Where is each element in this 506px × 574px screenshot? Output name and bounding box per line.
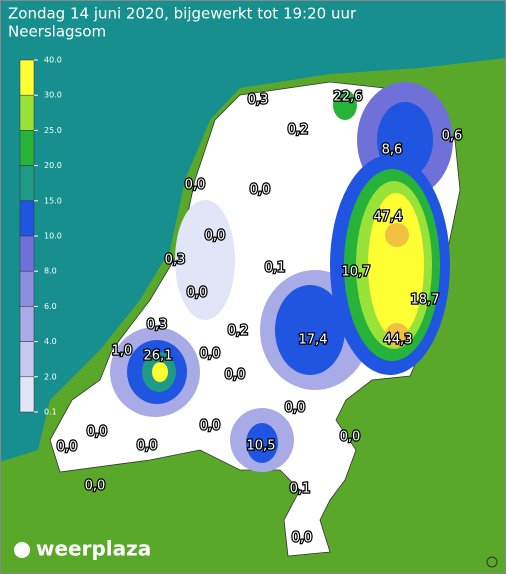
rain-label: 0,0 [340, 430, 361, 445]
legend-swatch [19, 130, 35, 166]
legend-swatch [19, 341, 35, 378]
rain-label: 0,2 [288, 123, 309, 138]
rain-label: 22,6 [334, 90, 363, 105]
rain-label: 1,0 [112, 344, 133, 359]
legend-swatch [19, 165, 35, 202]
legend-label: 40.0 [44, 56, 62, 65]
rain-label: 10,5 [247, 439, 276, 454]
rain-label: 0,0 [85, 479, 106, 494]
rain-label: 0,0 [185, 178, 206, 193]
contour [175, 200, 235, 320]
legend-label: 20.0 [44, 161, 62, 170]
legend-swatch [19, 306, 35, 342]
sea [0, 0, 506, 462]
map-labels: 0,3 22,6 0,2 0,6 8,6 0,0 0,0 47,4 0,0 0,3 0,1 10,7 0… [55, 88, 463, 547]
contour [275, 285, 345, 375]
legend-swatch [19, 200, 35, 237]
rain-label: 0,0 [57, 440, 78, 455]
rain-label: 10,7 [342, 265, 371, 280]
legend-swatch [19, 376, 35, 413]
rain-label: 0,0 [187, 286, 208, 301]
legend-swatch [19, 59, 35, 96]
rain-label: 44,3 [384, 333, 413, 348]
rain-label: 0,0 [200, 347, 221, 362]
rain-label: 0,1 [265, 261, 286, 276]
rain-label: 17,4 [299, 333, 328, 348]
rain-label: 0,0 [225, 368, 246, 383]
legend-label: 2.0 [44, 372, 57, 381]
subtitle: Neerslagsom [8, 23, 106, 41]
contour [152, 362, 168, 382]
rain-label: 0,0 [137, 439, 158, 454]
legend-label: 25.0 [44, 126, 62, 135]
rain-label: 8,6 [382, 143, 403, 158]
brand: weerplaza [36, 537, 151, 561]
legend-label: 8.0 [44, 267, 57, 276]
legend-swatch [19, 94, 35, 131]
legend-label: 30.0 [44, 91, 62, 100]
contour [368, 193, 424, 337]
contour [246, 423, 278, 463]
rain-label: 0,0 [250, 183, 271, 198]
title: Zondag 14 juni 2020, bijgewerkt tot 19:2… [8, 5, 357, 23]
legend: 40.0 30.0 25.0 20.0 15.0 10.0 8.0 6.0 4.0 2.0 0.1 [19, 56, 62, 417]
rain-label: 0,0 [292, 531, 313, 546]
legend-label: 4.0 [44, 337, 57, 346]
rain-label: 0,0 [87, 425, 108, 440]
rain-label: 0,0 [285, 401, 306, 416]
legend-label: 0.1 [44, 408, 57, 417]
rain-label: 0,0 [200, 419, 221, 434]
contour [385, 323, 409, 347]
rain-label: 0,3 [248, 93, 269, 108]
rain-label: 26,1 [144, 349, 173, 364]
rain-label: 18,7 [411, 293, 440, 308]
contour [333, 90, 357, 120]
legend-label: 6.0 [44, 302, 57, 311]
rain-label: 47,4 [374, 210, 403, 225]
rain-label: 0,0 [205, 229, 226, 244]
legend-swatch [19, 270, 35, 307]
logo-icon [14, 542, 30, 558]
zoom-button[interactable] [486, 556, 498, 568]
legend-swatch [19, 235, 35, 272]
rain-label: 0,2 [228, 324, 249, 339]
legend-label: 10.0 [44, 232, 62, 241]
contour [385, 223, 409, 247]
rain-label: 0,6 [442, 129, 463, 144]
rain-label: 0,3 [147, 318, 168, 333]
rain-label: 0,3 [165, 253, 186, 268]
rain-label: 0,1 [290, 482, 311, 497]
legend-label: 15.0 [44, 196, 62, 205]
